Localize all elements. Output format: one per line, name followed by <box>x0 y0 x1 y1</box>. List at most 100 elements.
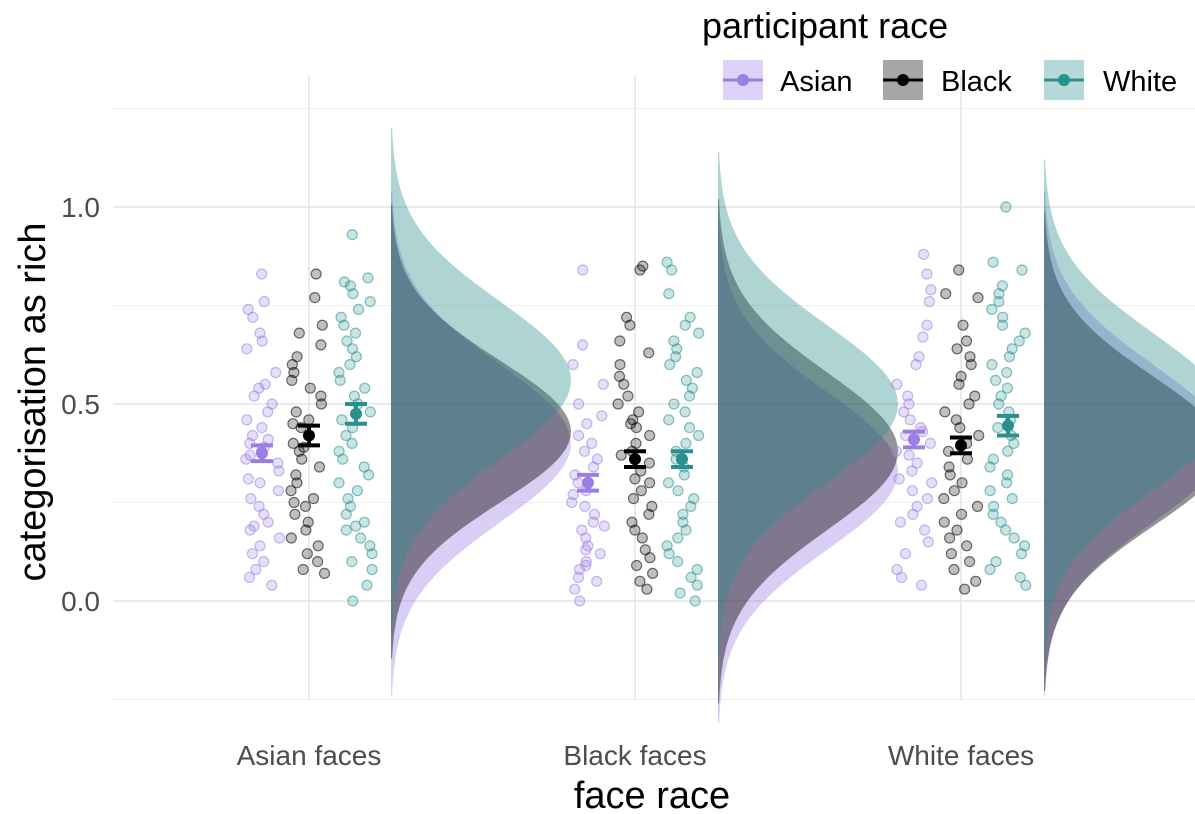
data-point <box>304 382 316 394</box>
data-point <box>1016 264 1028 276</box>
data-point <box>958 583 971 595</box>
data-point <box>586 437 598 449</box>
data-point <box>350 351 362 363</box>
data-point <box>290 469 302 481</box>
data-point <box>679 319 691 331</box>
data-point <box>366 548 378 560</box>
density-black <box>391 204 571 659</box>
data-point <box>259 378 271 390</box>
data-point <box>993 288 1005 300</box>
data-point <box>671 555 684 568</box>
data-point <box>318 567 331 580</box>
mean-point <box>582 476 594 489</box>
data-point <box>677 508 689 520</box>
data-point <box>636 532 648 544</box>
data-point <box>246 548 258 560</box>
data-point <box>242 473 254 485</box>
x-axis-title: face race <box>574 775 730 814</box>
density-asian <box>391 191 571 696</box>
data-point <box>273 532 286 544</box>
data-point <box>615 449 627 461</box>
data-point <box>644 552 656 564</box>
data-point <box>984 485 996 497</box>
data-point <box>262 516 274 528</box>
data-point <box>926 477 938 489</box>
y-tick-label: 0.5 <box>61 389 100 420</box>
data-point <box>955 508 968 520</box>
data-point <box>672 485 684 497</box>
data-point <box>285 485 297 497</box>
density-clouds <box>391 128 1195 724</box>
data-point <box>961 453 974 465</box>
data-point <box>243 571 256 584</box>
data-point <box>678 469 691 481</box>
data-point <box>641 583 653 595</box>
data-point <box>984 563 996 576</box>
density-white <box>391 128 571 633</box>
data-point <box>244 524 256 536</box>
data-point <box>680 524 692 536</box>
data-point <box>685 571 697 584</box>
data-point <box>313 461 326 473</box>
data-point <box>258 555 270 568</box>
data-point <box>635 485 648 497</box>
data-point <box>241 343 253 355</box>
data-point <box>296 453 308 465</box>
data-point <box>679 406 691 418</box>
data-point <box>643 457 656 469</box>
data-point <box>953 378 965 390</box>
mean-point <box>1002 419 1014 432</box>
data-point <box>634 264 646 276</box>
data-point <box>956 477 968 489</box>
data-point <box>691 579 703 591</box>
data-point <box>258 296 270 308</box>
data-point <box>346 229 358 241</box>
data-point <box>893 473 905 485</box>
data-point <box>990 555 1002 568</box>
data-point <box>266 579 278 591</box>
data-point <box>972 292 984 304</box>
legend-key-point <box>1058 74 1070 86</box>
data-point <box>691 366 703 379</box>
data-point <box>664 359 676 371</box>
data-point <box>1020 579 1032 591</box>
data-point <box>580 555 592 568</box>
data-point <box>351 485 363 497</box>
data-point <box>643 429 656 442</box>
data-point <box>689 595 701 607</box>
data-point <box>299 500 312 512</box>
data-point <box>364 406 376 418</box>
data-point <box>663 548 675 560</box>
data-point <box>921 268 933 280</box>
data-point <box>315 398 327 410</box>
data-point <box>346 437 358 449</box>
data-point <box>969 390 981 402</box>
data-point <box>662 477 675 489</box>
data-point <box>903 398 915 410</box>
mean-point <box>676 453 688 466</box>
data-point <box>340 508 352 520</box>
data-point <box>922 536 934 548</box>
data-point <box>1006 493 1018 505</box>
data-point <box>953 264 965 276</box>
data-point <box>272 485 284 497</box>
data-point <box>895 571 908 584</box>
data-point <box>1015 548 1028 560</box>
data-point <box>680 374 692 386</box>
data-point <box>948 485 960 497</box>
data-point <box>683 422 696 434</box>
y-axis-title: categorisation as rich <box>12 222 54 581</box>
data-point <box>567 359 579 371</box>
data-point <box>347 288 359 300</box>
mean-errorbars <box>251 402 1019 493</box>
data-point <box>669 351 682 363</box>
data-point <box>293 327 305 339</box>
data-point <box>270 366 282 379</box>
data-point <box>248 520 260 532</box>
data-point <box>971 500 984 512</box>
data-point <box>578 445 591 457</box>
legend-label-black: Black <box>941 66 1012 98</box>
data-point <box>685 500 697 512</box>
data-point <box>693 327 705 339</box>
